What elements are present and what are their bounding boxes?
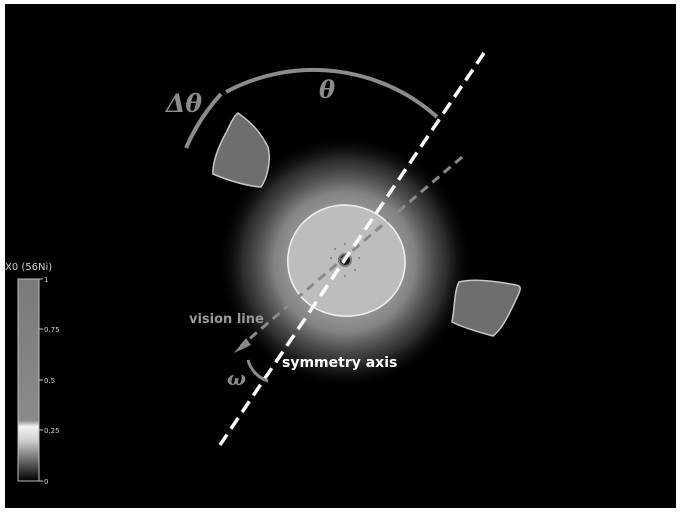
colorbar-tick-marks [39,278,43,482]
clump-upper-left [212,112,271,188]
omega-arc [246,359,269,383]
colorbar-tick-0: 0 [44,478,48,486]
symmetry-axis-label: symmetry axis [282,355,397,371]
colorbar-tick-0-5: 0.5 [44,377,55,385]
theta-label: θ [319,75,335,104]
delta-theta-arc [184,92,223,149]
colorbar-title: X0 (56Ni) [5,262,52,273]
theta-arc [225,67,439,119]
vision-line [240,155,463,348]
colorbar-ramp [17,278,40,482]
clump-lower-right [451,279,521,337]
center-dots [330,243,360,277]
colorbar-tick-0-75: 0.75 [44,326,60,334]
colorbar-tick-1: 1 [44,276,48,284]
delta-theta-label: Δθ [164,89,202,118]
colorbar-tick-0-25: 0.25 [44,427,60,435]
omega-label: ω [227,366,246,390]
vision-line-label: vision line [189,312,264,327]
vision-line-arrowhead [234,338,251,353]
